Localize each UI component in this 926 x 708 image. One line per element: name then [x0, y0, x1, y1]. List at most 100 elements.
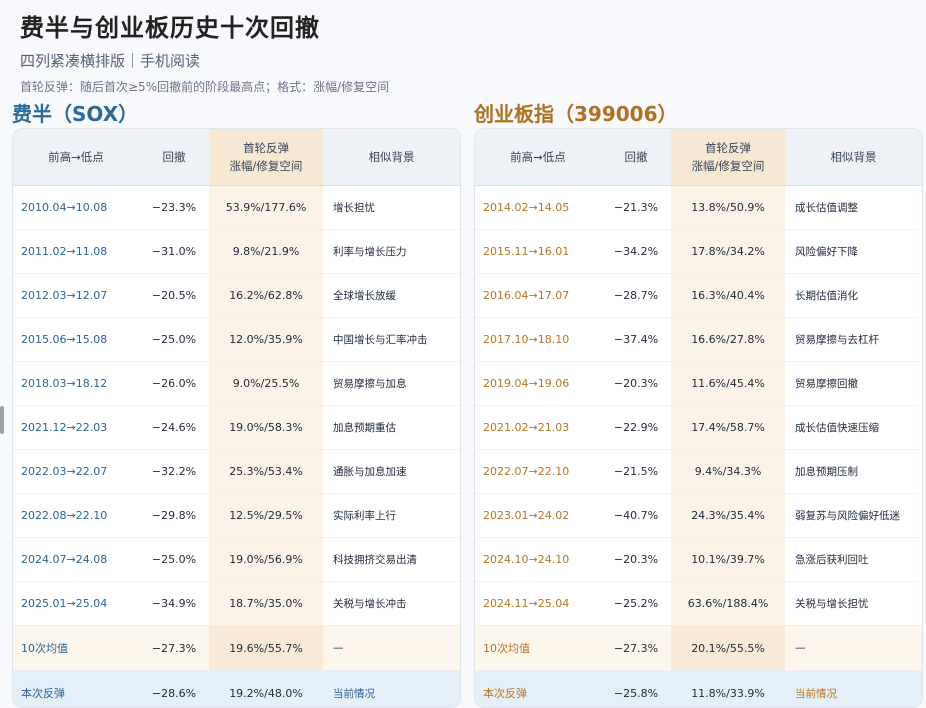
cell-drawdown: −20.3%: [601, 538, 671, 582]
cell-rebound: 9.8%/21.9%: [209, 230, 323, 274]
cell-drawdown: −34.2%: [601, 230, 671, 274]
cell-period: 2022.07→22.10: [475, 450, 601, 494]
cell-rebound: 11.6%/45.4%: [671, 362, 785, 406]
current-rebound-row: 本次反弹−28.6%19.2%/48.0%当前情况: [13, 671, 460, 708]
cell-drawdown: −32.2%: [139, 450, 209, 494]
scroll-indicator[interactable]: [0, 406, 4, 434]
cell-period: 2014.02→14.05: [475, 186, 601, 230]
cell-rebound: 16.3%/40.4%: [671, 274, 785, 318]
cell-rebound: 10.1%/39.7%: [671, 538, 785, 582]
page-title: 费半与创业板历史十次回撤: [20, 8, 320, 43]
table-row: 2010.04→10.08−23.3%53.9%/177.6%增长担忧: [13, 186, 460, 230]
cell-drawdown: −27.3%: [139, 626, 209, 671]
table-row: 2019.04→19.06−20.3%11.6%/45.4%贸易摩擦回撤: [475, 362, 922, 406]
cell-drawdown: −20.5%: [139, 274, 209, 318]
cell-background: 全球增长放缓: [323, 274, 460, 318]
cell-background: 通胀与加息加速: [323, 450, 460, 494]
chinext-panel-title: 创业板指（399006）: [474, 98, 678, 127]
cell-drawdown: −21.5%: [601, 450, 671, 494]
table-row: 2024.10→24.10−20.3%10.1%/39.7%急涨后获利回吐: [475, 538, 922, 582]
cell-period: 2023.01→24.02: [475, 494, 601, 538]
cell-drawdown: −37.4%: [601, 318, 671, 362]
cell-rebound: 18.7%/35.0%: [209, 582, 323, 626]
cell-period: 2025.01→25.04: [13, 582, 139, 626]
cell-rebound: 17.4%/58.7%: [671, 406, 785, 450]
table-row: 2018.03→18.12−26.0%9.0%/25.5%贸易摩擦与加息: [13, 362, 460, 406]
cell-drawdown: −27.3%: [601, 626, 671, 671]
cell-period: 本次反弹: [475, 671, 601, 708]
header-period: 前高→低点: [475, 129, 601, 186]
header-rebound: 首轮反弹 涨幅/修复空间: [209, 129, 323, 186]
chinext-table-panel: 前高→低点 回撤 首轮反弹 涨幅/修复空间 相似背景 2014.02→14.05…: [474, 128, 923, 708]
header-drawdown: 回撤: [601, 129, 671, 186]
cell-background: 急涨后获利回吐: [785, 538, 922, 582]
cell-period: 2024.11→25.04: [475, 582, 601, 626]
table-row: 2016.04→17.07−28.7%16.3%/40.4%长期估值消化: [475, 274, 922, 318]
cell-rebound: 16.2%/62.8%: [209, 274, 323, 318]
cell-background: 实际利率上行: [323, 494, 460, 538]
cell-background: 贸易摩擦回撤: [785, 362, 922, 406]
cell-period: 2024.07→24.08: [13, 538, 139, 582]
table-row: 2022.07→22.10−21.5%9.4%/34.3%加息预期压制: [475, 450, 922, 494]
cell-drawdown: −34.9%: [139, 582, 209, 626]
table-row: 2021.02→21.03−22.9%17.4%/58.7%成长估值快速压缩: [475, 406, 922, 450]
cell-background: —: [323, 626, 460, 671]
table-row: 2012.03→12.07−20.5%16.2%/62.8%全球增长放缓: [13, 274, 460, 318]
cell-background: 弱复苏与风险偏好低迷: [785, 494, 922, 538]
cell-drawdown: −26.0%: [139, 362, 209, 406]
cell-drawdown: −25.0%: [139, 318, 209, 362]
cell-drawdown: −20.3%: [601, 362, 671, 406]
cell-period: 2010.04→10.08: [13, 186, 139, 230]
header-rebound-line2: 涨幅/修复空间: [672, 157, 784, 175]
cell-background: 科技拥挤交易出清: [323, 538, 460, 582]
cell-drawdown: −25.0%: [139, 538, 209, 582]
header-period: 前高→低点: [13, 129, 139, 186]
cell-background: 增长担忧: [323, 186, 460, 230]
sox-table: 前高→低点 回撤 首轮反弹 涨幅/修复空间 相似背景 2010.04→10.08…: [13, 129, 460, 708]
cell-rebound: 19.2%/48.0%: [209, 671, 323, 708]
cell-background: 风险偏好下降: [785, 230, 922, 274]
cell-background: 利率与增长压力: [323, 230, 460, 274]
cell-drawdown: −28.7%: [601, 274, 671, 318]
cell-period: 2019.04→19.06: [475, 362, 601, 406]
cell-background: 关税与增长担忧: [785, 582, 922, 626]
header-rebound-line2: 涨幅/修复空间: [210, 157, 322, 175]
cell-period: 2012.03→12.07: [13, 274, 139, 318]
definition-note: 首轮反弹：随后首次≥5%回撤前的阶段最高点；格式：涨幅/修复空间: [20, 78, 389, 95]
cell-drawdown: −23.3%: [139, 186, 209, 230]
cell-background: 加息预期重估: [323, 406, 460, 450]
cell-rebound: 17.8%/34.2%: [671, 230, 785, 274]
cell-rebound: 53.9%/177.6%: [209, 186, 323, 230]
cell-period: 2011.02→11.08: [13, 230, 139, 274]
cell-period: 2021.12→22.03: [13, 406, 139, 450]
cell-background: 成长估值调整: [785, 186, 922, 230]
cell-background: 加息预期压制: [785, 450, 922, 494]
cell-background: 当前情况: [323, 671, 460, 708]
cell-rebound: 12.5%/29.5%: [209, 494, 323, 538]
cell-rebound: 16.6%/27.8%: [671, 318, 785, 362]
table-header-row: 前高→低点 回撤 首轮反弹 涨幅/修复空间 相似背景: [13, 129, 460, 186]
table-row: 2024.07→24.08−25.0%19.0%/56.9%科技拥挤交易出清: [13, 538, 460, 582]
header-rebound-line1: 首轮反弹: [672, 139, 784, 157]
cell-rebound: 9.0%/25.5%: [209, 362, 323, 406]
cell-background: 中国增长与汇率冲击: [323, 318, 460, 362]
table-row: 2023.01→24.02−40.7%24.3%/35.4%弱复苏与风险偏好低迷: [475, 494, 922, 538]
cell-background: 关税与增长冲击: [323, 582, 460, 626]
cell-drawdown: −31.0%: [139, 230, 209, 274]
header-rebound-line1: 首轮反弹: [210, 139, 322, 157]
average-row: 10次均值−27.3%20.1%/55.5%—: [475, 626, 922, 671]
sox-table-panel: 前高→低点 回撤 首轮反弹 涨幅/修复空间 相似背景 2010.04→10.08…: [12, 128, 461, 708]
current-rebound-row: 本次反弹−25.8%11.8%/33.9%当前情况: [475, 671, 922, 708]
cell-rebound: 19.0%/56.9%: [209, 538, 323, 582]
cell-period: 2021.02→21.03: [475, 406, 601, 450]
table-row: 2021.12→22.03−24.6%19.0%/58.3%加息预期重估: [13, 406, 460, 450]
cell-background: —: [785, 626, 922, 671]
cell-period: 2015.11→16.01: [475, 230, 601, 274]
header-background: 相似背景: [785, 129, 922, 186]
table-row: 2014.02→14.05−21.3%13.8%/50.9%成长估值调整: [475, 186, 922, 230]
cell-rebound: 25.3%/53.4%: [209, 450, 323, 494]
cell-rebound: 9.4%/34.3%: [671, 450, 785, 494]
cell-rebound: 20.1%/55.5%: [671, 626, 785, 671]
